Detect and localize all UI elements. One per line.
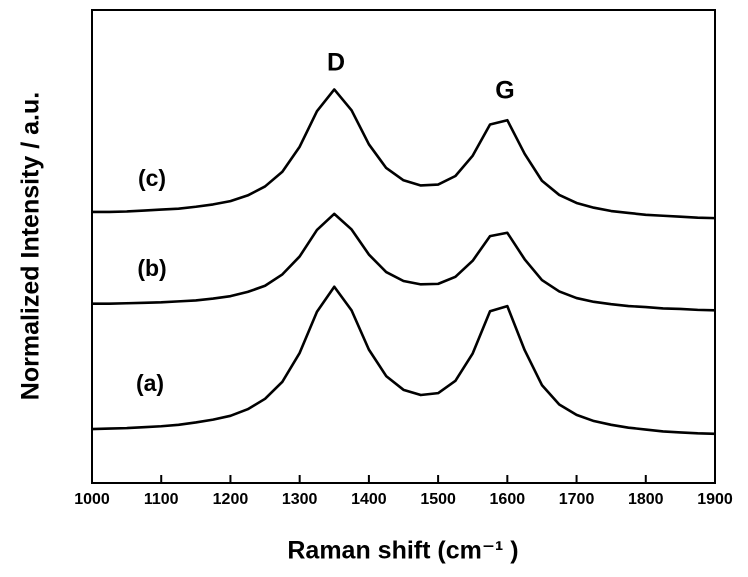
x-tick-label: 1400 — [351, 491, 387, 508]
plot-frame — [91, 9, 716, 484]
x-tick-label: 1800 — [628, 491, 664, 508]
x-axis-label: Raman shift (cm⁻¹ ) — [287, 537, 518, 565]
series-label: (c) — [138, 165, 166, 191]
x-tick-label: 1000 — [74, 491, 110, 508]
spectrum-line — [92, 212, 716, 312]
peak-annotation: G — [495, 77, 514, 105]
x-tick-label: 1500 — [420, 491, 456, 508]
peak-annotation: D — [327, 49, 345, 77]
spectrum-line — [91, 285, 716, 436]
x-tick-label: 1700 — [559, 491, 595, 508]
x-tick-label: 1600 — [490, 491, 526, 508]
spectrum-line — [92, 88, 716, 220]
x-tick-label: 1900 — [697, 491, 733, 508]
x-tick-label: 1200 — [213, 491, 249, 508]
series-label: (a) — [136, 370, 164, 396]
series-label: (b) — [137, 255, 166, 281]
x-tick-label: 1300 — [282, 491, 318, 508]
y-axis-label: Normalized Intensity / a.u. — [17, 92, 45, 400]
x-tick-label: 1100 — [144, 491, 179, 508]
